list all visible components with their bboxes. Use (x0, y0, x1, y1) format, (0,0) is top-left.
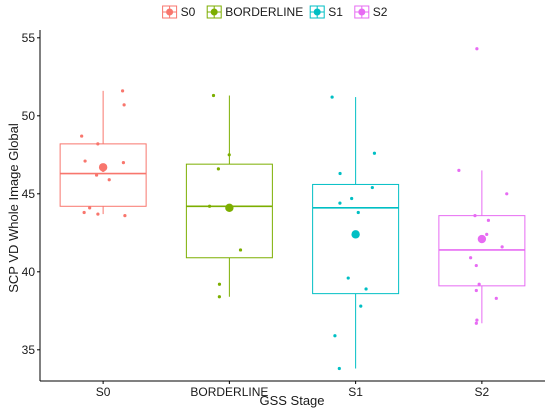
legend-key-dot (358, 8, 366, 16)
legend-key-dot (166, 8, 174, 16)
data-point (372, 151, 377, 155)
data-point (217, 295, 221, 299)
data-point (457, 168, 461, 172)
box-group-s1 (312, 95, 400, 371)
data-point (370, 185, 374, 190)
data-point (474, 321, 478, 325)
data-point (474, 263, 478, 268)
legend-entry-s2: S2 (354, 5, 388, 19)
data-point (473, 214, 477, 218)
data-point (477, 282, 481, 286)
data-point (82, 210, 86, 215)
legend-label: S1 (328, 5, 343, 19)
data-point (346, 276, 350, 280)
y-tick-label: 35 (22, 343, 36, 357)
mean-marker (351, 230, 360, 239)
legend: S0 BORDERLINE S1 S2 (162, 5, 388, 19)
data-point (475, 318, 479, 322)
data-point (227, 153, 231, 157)
data-point (96, 142, 100, 146)
data-point (88, 206, 92, 210)
data-point (350, 196, 354, 201)
data-point (486, 218, 491, 222)
data-point (485, 232, 489, 236)
legend-label: BORDERLINE (225, 5, 303, 19)
legend-key-dot (210, 8, 218, 16)
data-point (94, 173, 99, 177)
x-tick-label: BORDERLINE (190, 385, 268, 399)
data-point (207, 204, 212, 208)
data-point (107, 178, 111, 182)
data-point (359, 304, 363, 308)
data-point (238, 248, 243, 252)
data-point (338, 171, 342, 176)
data-point (216, 167, 220, 171)
box-group-borderline (185, 93, 273, 299)
plot-area (59, 47, 526, 371)
mean-marker (225, 203, 234, 213)
data-point (80, 134, 84, 138)
data-point (337, 366, 341, 371)
box (312, 183, 400, 295)
legend-entry-s0: S0 (162, 5, 196, 19)
box (59, 143, 147, 207)
data-point (122, 103, 126, 107)
mean-marker (477, 234, 487, 244)
y-tick-label: 50 (22, 109, 36, 123)
data-point (211, 93, 216, 98)
data-point (469, 256, 473, 260)
data-point (217, 282, 222, 286)
y-tick-label: 40 (22, 265, 36, 279)
box (185, 163, 273, 259)
legend-key-dot (313, 8, 321, 16)
x-tick-label: S0 (96, 385, 111, 399)
y-axis-label: SCP VD Whole Image Global (6, 123, 21, 293)
y-tick-label: 55 (22, 31, 36, 45)
axes: 35 40 45 50 55 S0 BORDERLINE S1 S2 (22, 30, 545, 399)
data-point (83, 159, 87, 163)
x-axis-label: GSS Stage (259, 393, 324, 408)
data-point (96, 212, 100, 216)
legend-entry-s1: S1 (309, 5, 343, 19)
data-point (121, 161, 126, 165)
legend-label: S2 (373, 5, 388, 19)
legend-entry-borderline: BORDERLINE (206, 5, 303, 19)
data-point (330, 95, 334, 99)
box-group-s2 (438, 47, 526, 325)
x-tick-label: S1 (348, 385, 363, 399)
data-point (475, 47, 479, 51)
data-point (494, 296, 498, 300)
data-point (333, 334, 337, 338)
y-tick-label: 45 (22, 187, 36, 201)
data-point (338, 201, 342, 205)
x-tick-label: S2 (475, 385, 490, 399)
data-point (505, 192, 509, 196)
data-point (356, 210, 360, 215)
box-group-s0 (59, 89, 147, 218)
data-point (474, 288, 478, 293)
data-point (500, 245, 504, 249)
data-point (364, 287, 368, 291)
legend-label: S0 (181, 5, 196, 19)
mean-marker (98, 163, 108, 172)
data-point (120, 89, 125, 93)
data-point (123, 214, 127, 218)
